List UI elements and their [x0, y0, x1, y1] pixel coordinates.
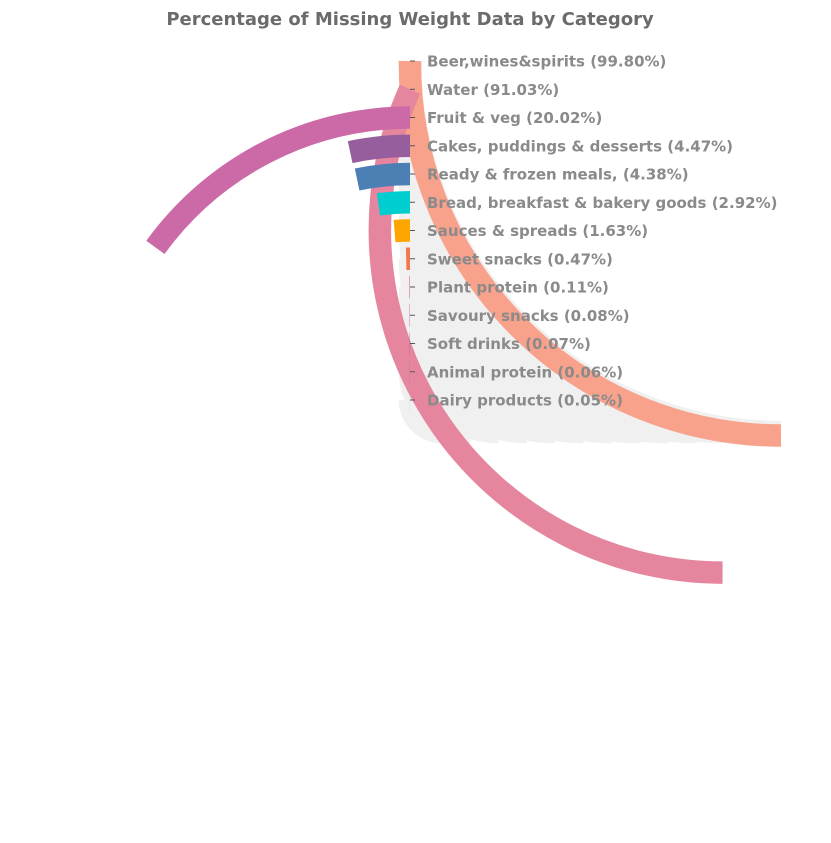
- category-label-sweet-snacks: Sweet snacks (0.47%): [427, 250, 613, 268]
- ring-track-savoury-snacks: [398, 315, 527, 444]
- category-label-animal-protein: Animal protein (0.06%): [427, 363, 623, 381]
- category-label-beer-wines-spirits: Beer,wines&spirits (99.80%): [427, 53, 666, 71]
- ring-bar-beer-wines-spirits: [398, 60, 781, 447]
- category-label-plant-protein: Plant protein (0.11%): [427, 279, 609, 297]
- category-label-sauces-spreads: Sauces & spreads (1.63%): [427, 222, 648, 240]
- category-label-savoury-snacks: Savoury snacks (0.08%): [427, 307, 630, 325]
- ring-bar-bread-breakfast-bakery-goods: [376, 191, 411, 216]
- category-label-bread-breakfast-bakery-goods: Bread, breakfast & bakery goods (2.92%): [427, 194, 777, 212]
- ring-bar-sauces-spreads: [393, 219, 411, 243]
- category-label-dairy-products: Dairy products (0.05%): [427, 392, 623, 410]
- category-label-fruit-veg: Fruit & veg (20.02%): [427, 109, 602, 127]
- category-label-cakes-puddings-desserts: Cakes, puddings & desserts (4.47%): [427, 137, 733, 155]
- ring-bar-water: [368, 84, 723, 584]
- category-label-soft-drinks: Soft drinks (0.07%): [427, 335, 591, 353]
- chart-title: Percentage of Missing Weight Data by Cat…: [166, 9, 654, 30]
- ring-bars: [146, 60, 781, 584]
- category-label-ready-frozen-meals: Ready & frozen meals, (4.38%): [427, 166, 689, 184]
- category-labels: Beer,wines&spirits (99.80%) Water (91.03%…: [410, 53, 777, 410]
- ring-bar-ready-frozen-meals: [354, 162, 411, 191]
- ring-bar-fruit-veg: [146, 106, 411, 254]
- category-label-water: Water (91.03%): [427, 81, 559, 99]
- ring-bar-cakes-puddings-desserts: [347, 134, 411, 164]
